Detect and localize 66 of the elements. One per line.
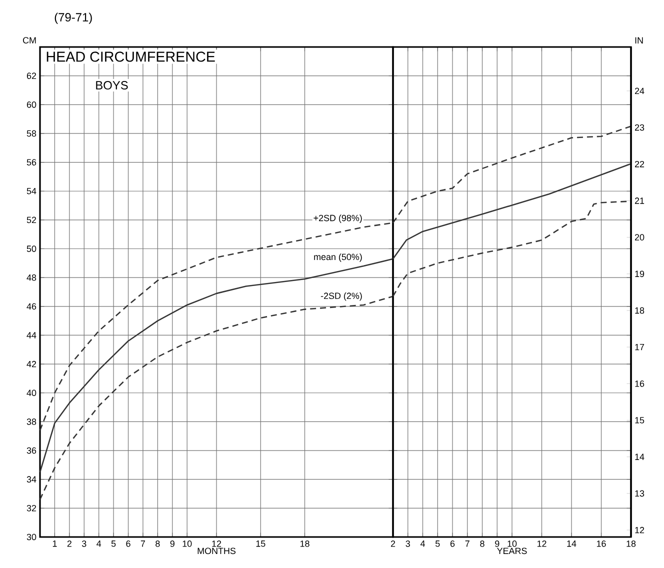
y-tick-label: 58	[26, 130, 36, 137]
x-tick-label: 14	[567, 540, 576, 547]
x-tick-label: 18	[300, 540, 310, 547]
x-tick-label: 2	[390, 540, 396, 547]
y-tick-label: 48	[26, 274, 36, 281]
y-tick-label: 34	[26, 476, 36, 483]
y2-tick-label: 20	[634, 234, 644, 240]
y-tick-label: 40	[26, 390, 36, 396]
series-label: mean (50%)	[314, 254, 362, 262]
x-tick-label: 7	[465, 540, 470, 547]
x-tick-label: 7	[140, 540, 145, 547]
y-axis-title: CM	[22, 37, 36, 44]
x-tick-label: 3	[82, 540, 86, 547]
y2-axis-title: IN	[635, 37, 643, 44]
chart-title: HEAD CIRCUMFERENCE	[46, 52, 215, 62]
x-axis-title: MONTHS	[198, 548, 236, 554]
y-tick-label: 46	[26, 303, 36, 310]
y-tick-label: 30	[26, 534, 36, 540]
x-tick-label: 3	[406, 540, 410, 547]
y2-tick-label: 19	[635, 270, 644, 278]
x-tick-label: 6	[450, 540, 455, 547]
x-tick-label: 16	[596, 540, 606, 547]
x-tick-label: 1	[52, 540, 57, 547]
x-tick-label: 4	[420, 540, 425, 547]
text: BOYS	[96, 81, 128, 90]
y2-tick-label: 22	[634, 160, 644, 168]
y-tick-label: 50	[26, 246, 36, 252]
y2-tick-label: 12	[635, 526, 644, 534]
x-tick-label: 12	[537, 540, 546, 547]
x-tick-label: 9	[170, 540, 174, 547]
x-tick-label: 2	[67, 540, 72, 547]
text: (79-71)	[54, 12, 92, 24]
y-tick-label: 56	[26, 159, 36, 166]
y2-tick-label: 14	[635, 454, 644, 460]
y2-tick-label: 23	[634, 124, 644, 131]
y2-tick-label: 18	[635, 307, 644, 314]
y2-tick-label: 17	[635, 344, 644, 350]
y-tick-label: 38	[26, 418, 36, 425]
y-tick-label: 36	[26, 447, 36, 454]
x-tick-label: 15	[256, 540, 266, 547]
x-tick-label: 5	[111, 540, 116, 547]
x-tick-label: 10	[182, 540, 192, 547]
y-tick-label: 54	[26, 188, 36, 194]
y-tick-label: 60	[26, 101, 36, 108]
y-tick-label: 44	[26, 332, 36, 338]
y-tick-label: 42	[26, 360, 36, 368]
y2-tick-label: 16	[635, 380, 644, 387]
series-label: -2SD (2%)	[320, 292, 362, 301]
x-axis-title: YEARS	[497, 548, 527, 554]
y-tick-label: 52	[26, 216, 36, 224]
y2-tick-label: 13	[635, 490, 644, 497]
y2-tick-label: 15	[635, 417, 644, 424]
x-tick-label: 6	[126, 540, 130, 547]
x-tick-label: 5	[435, 540, 440, 547]
x-tick-label: 9	[495, 540, 500, 547]
y-tick-label: 62	[26, 72, 36, 79]
x-tick-label: 4	[96, 540, 102, 547]
x-tick-label: 8	[156, 540, 160, 547]
x-tick-label: 12	[212, 540, 222, 547]
series-label: +2SD (98%)	[314, 214, 362, 223]
x-tick-label: 8	[480, 540, 484, 547]
y2-tick-label: 24	[634, 88, 644, 94]
y-tick-label: 32	[26, 504, 36, 512]
y2-tick-label: 21	[634, 198, 644, 204]
x-tick-label: 10	[508, 540, 517, 547]
x-tick-label: 18	[626, 540, 636, 547]
